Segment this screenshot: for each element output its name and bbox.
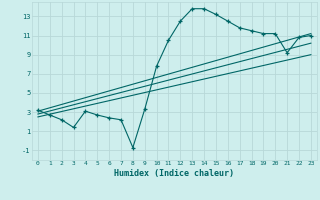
X-axis label: Humidex (Indice chaleur): Humidex (Indice chaleur) bbox=[115, 169, 234, 178]
